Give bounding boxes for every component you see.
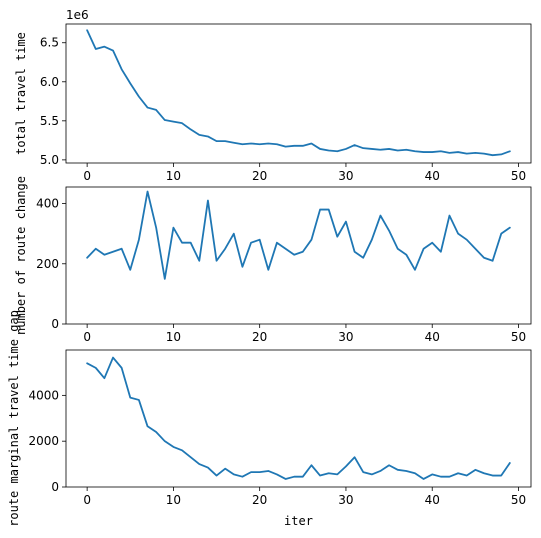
x-tick-label: 0 xyxy=(83,330,91,344)
y-tick-label: 0 xyxy=(51,480,59,494)
x-tick-label: 10 xyxy=(166,493,181,507)
x-tick-label: 40 xyxy=(425,493,440,507)
subplot-route-change: 0 10 20 30 40 50 0 200 400 number of route change xyxy=(14,176,532,344)
y-tick-label: 4000 xyxy=(28,388,59,402)
axes-frame xyxy=(65,186,532,325)
axes-frame xyxy=(65,23,532,164)
y-tick-label: 2000 xyxy=(28,434,59,448)
x-tick-label: 30 xyxy=(338,493,353,507)
x-tick-label: 10 xyxy=(166,169,181,183)
x-tick-label: 40 xyxy=(425,330,440,344)
series-line xyxy=(86,356,511,480)
y-tick-label: 6.5 xyxy=(40,36,59,50)
x-tick-label: 0 xyxy=(83,169,91,183)
y-tick-label: 6.0 xyxy=(40,75,59,89)
x-tick-label: 10 xyxy=(166,330,181,344)
subplot-total-travel-time: 0 10 20 30 40 50 5.0 5.5 6.0 6.5 1e6 total travel t… xyxy=(14,8,532,183)
x-tick-label: 30 xyxy=(338,169,353,183)
x-tick-label: 30 xyxy=(338,330,353,344)
x-tick-label: 50 xyxy=(511,493,526,507)
x-tick-label: 40 xyxy=(425,169,440,183)
y-tick-label: 0 xyxy=(51,317,59,331)
x-tick-label: 50 xyxy=(511,169,526,183)
y-offset-label: 1e6 xyxy=(66,8,89,22)
x-tick-label: 20 xyxy=(252,169,267,183)
x-tick-label: 50 xyxy=(511,330,526,344)
y-tick-label: 400 xyxy=(36,197,59,211)
x-tick-label: 20 xyxy=(252,330,267,344)
series-line xyxy=(86,190,511,280)
y-axis-label: route marginal travel time gap xyxy=(7,310,21,527)
y-tick-label: 5.5 xyxy=(40,114,59,128)
y-axis-label: number of route change xyxy=(14,176,28,335)
x-tick-label: 0 xyxy=(83,493,91,507)
y-axis-label: total travel time xyxy=(14,32,28,155)
axes-frame xyxy=(65,349,532,488)
y-tick-label: 5.0 xyxy=(40,153,59,167)
series-line xyxy=(86,29,511,157)
x-axis-label: iter xyxy=(284,514,313,528)
x-tick-label: 20 xyxy=(252,493,267,507)
y-tick-label: 200 xyxy=(36,257,59,271)
